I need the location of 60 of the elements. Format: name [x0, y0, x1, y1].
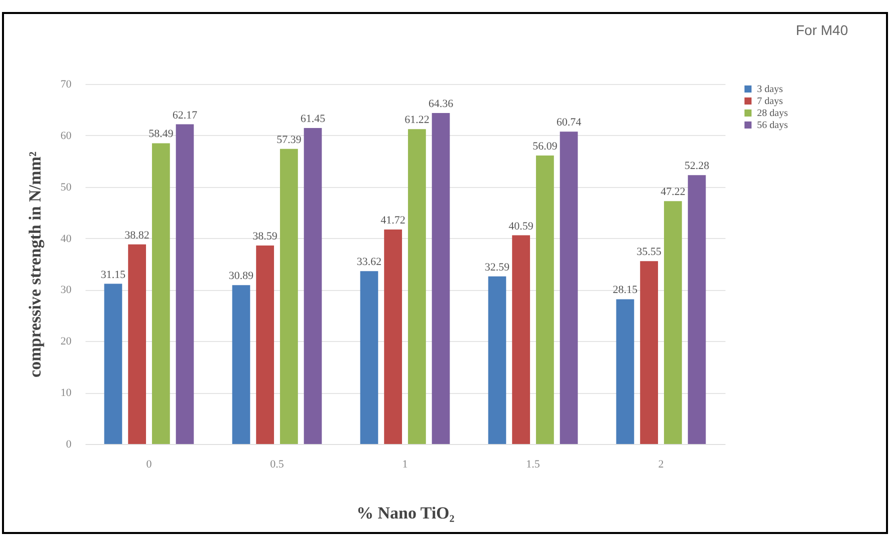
legend-label: 56 days — [757, 120, 788, 131]
x-axis-title: % Nano TiO₂ — [356, 504, 454, 522]
x-tick-label: 0 — [146, 458, 152, 470]
bar — [384, 229, 402, 444]
legend-label: 28 days — [757, 108, 788, 119]
y-tick-label: 40 — [60, 232, 72, 245]
bar — [432, 113, 450, 444]
data-label: 57.39 — [276, 134, 302, 146]
data-label: 32.59 — [484, 261, 510, 274]
legend-label: 7 days — [757, 96, 783, 107]
bar — [512, 235, 530, 444]
bar — [304, 128, 322, 444]
y-tick-label: 10 — [60, 387, 72, 400]
data-label: 61.22 — [404, 114, 430, 126]
bar — [128, 244, 146, 444]
data-label: 31.15 — [100, 268, 126, 281]
data-label: 64.36 — [428, 98, 454, 110]
bar — [640, 261, 658, 444]
bar — [560, 132, 578, 444]
data-label: 41.72 — [380, 214, 406, 226]
legend-label: 3 days — [757, 84, 783, 95]
bar — [664, 201, 682, 444]
bar — [688, 175, 706, 444]
y-axis-title: compressive strength in N/mm² — [26, 152, 44, 378]
x-tick-label: 2 — [658, 458, 664, 470]
x-tick-label: 1.5 — [526, 458, 540, 470]
bar — [280, 148, 298, 444]
text: For M40 — [796, 22, 848, 38]
data-label: 35.55 — [636, 246, 662, 258]
x-tick-label: 0.5 — [270, 458, 284, 470]
data-label: 30.89 — [228, 270, 254, 282]
bar — [536, 156, 554, 444]
data-label: 38.82 — [124, 229, 150, 242]
x-tick-label: 1 — [402, 458, 408, 470]
data-label: 62.17 — [172, 109, 198, 122]
data-label: 33.62 — [356, 256, 382, 268]
y-tick-label: 50 — [60, 181, 72, 194]
bar — [360, 271, 378, 444]
data-label: 58.49 — [148, 128, 174, 140]
data-label: 52.28 — [684, 160, 710, 172]
data-label: 60.74 — [556, 116, 582, 129]
data-label: 47.22 — [660, 186, 686, 198]
bar — [104, 284, 122, 444]
bar — [488, 276, 506, 444]
bar — [176, 124, 194, 444]
data-label: 38.59 — [252, 230, 278, 243]
y-tick-label: 0 — [66, 438, 72, 450]
data-label: 40.59 — [508, 220, 534, 232]
y-tick-label: 30 — [60, 284, 72, 296]
bar — [232, 285, 250, 444]
y-tick-label: 70 — [60, 78, 72, 90]
bar — [256, 246, 274, 444]
bar — [152, 143, 170, 444]
data-label: 61.45 — [300, 112, 326, 125]
data-label: 28.15 — [612, 284, 638, 296]
bar — [408, 129, 426, 444]
data-label: 56.09 — [532, 140, 558, 153]
y-tick-label: 60 — [60, 130, 72, 142]
bar — [616, 299, 634, 444]
y-tick-label: 20 — [60, 336, 72, 348]
